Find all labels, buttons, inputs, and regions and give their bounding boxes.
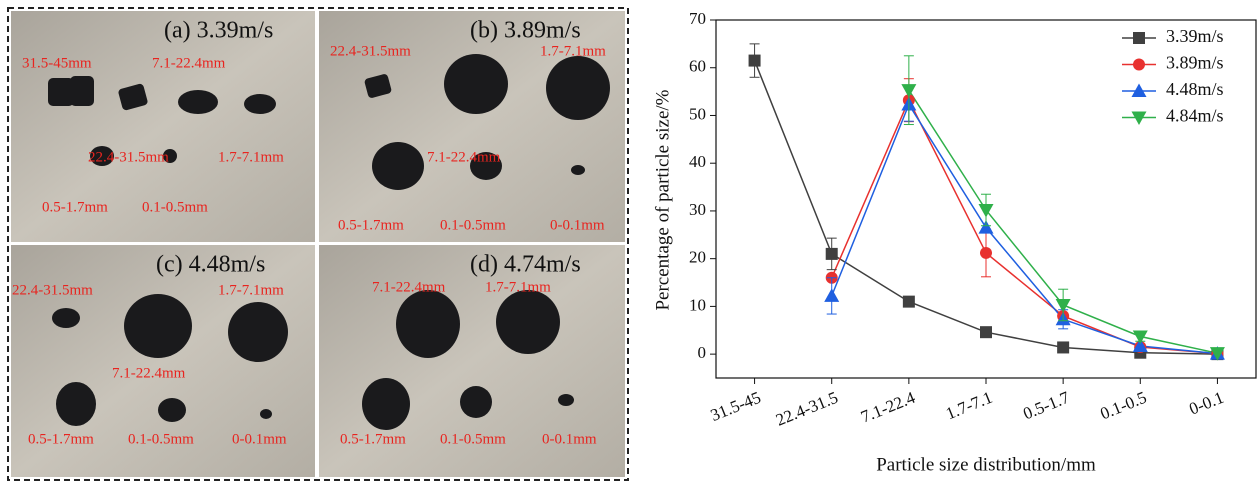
y-tick-label: 60 [689,57,706,76]
x-tick-label: 31.5-45 [708,388,764,425]
size-label: 0-0.1mm [542,431,597,447]
size-label: 0.5-1.7mm [340,431,406,447]
panel-title: (a) 3.39m/s [164,18,273,44]
chart: Particle size distribution/mm Percentage… [652,9,1256,475]
y-tick-label: 50 [689,104,706,123]
size-label: 1.7-7.1mm [485,279,551,295]
size-label: 1.7-7.1mm [540,43,606,59]
legend-label: 4.48m/s [1166,79,1224,99]
legend-marker [1133,59,1145,71]
marker [749,55,761,67]
y-tick-label: 30 [689,200,706,219]
size-label: 1.7-7.1mm [218,149,284,165]
legend-marker [1133,32,1145,44]
marker [1057,341,1069,353]
series-line [832,100,1218,353]
y-tick-label: 0 [698,343,707,362]
size-label: 0.5-1.7mm [42,199,108,215]
marker [824,288,839,302]
panel-title: (c) 4.48m/s [156,252,265,278]
x-tick-label: 0.1-0.5 [1097,388,1149,424]
size-label: 0.1-0.5mm [142,199,208,215]
size-label: 7.1-22.4mm [372,279,446,295]
legend-label: 3.39m/s [1166,26,1224,46]
legend-label: 4.84m/s [1166,106,1224,126]
size-label: 0-0.1mm [550,217,605,233]
y-tick-label: 20 [689,248,706,267]
panel-title: (d) 4.74m/s [470,252,581,278]
photo-grid: (a) 3.39m/s 31.5-45mm 7.1-22.4mm 22.4-31.5m… [8,8,628,480]
size-label: 0.1-0.5mm [440,217,506,233]
size-label: 22.4-31.5mm [330,43,411,59]
figure: (a) 3.39m/s 31.5-45mm 7.1-22.4mm 22.4-31.5m… [0,0,1260,484]
marker [903,296,915,308]
size-label: 7.1-22.4mm [112,365,186,381]
size-label: 0.1-0.5mm [440,431,506,447]
legend-label: 3.89m/s [1166,53,1224,73]
x-axis-label: Particle size distribution/mm [876,454,1096,475]
y-tick-label: 10 [689,295,706,314]
size-label: 1.7-7.1mm [218,282,284,298]
size-label: 31.5-45mm [22,55,92,71]
marker [901,84,916,98]
marker [826,248,838,260]
y-tick-label: 40 [689,152,706,171]
panel-title: (b) 3.89m/s [470,18,581,44]
series-line [832,104,1218,353]
size-label: 0-0.1mm [232,431,287,447]
y-tick-label: 70 [689,9,706,28]
size-label: 0.1-0.5mm [128,431,194,447]
x-tick-label: 7.1-22.4 [858,388,918,427]
marker [1056,299,1071,313]
y-axis-label: Percentage of particle size/% [652,89,673,310]
size-label: 0.5-1.7mm [28,431,94,447]
size-label: 7.1-22.4mm [427,149,501,165]
marker [980,247,992,259]
size-label: 0.5-1.7mm [338,217,404,233]
marker [980,326,992,338]
x-tick-label: 22.4-31.5 [773,388,841,430]
x-tick-label: 0.5-1.7 [1020,388,1072,424]
x-tick-label: 0-0.1 [1186,388,1226,419]
x-tick-label: 1.7-7.1 [943,388,995,424]
size-label: 22.4-31.5mm [88,149,169,165]
size-label: 22.4-31.5mm [12,282,93,298]
size-label: 7.1-22.4mm [152,55,226,71]
